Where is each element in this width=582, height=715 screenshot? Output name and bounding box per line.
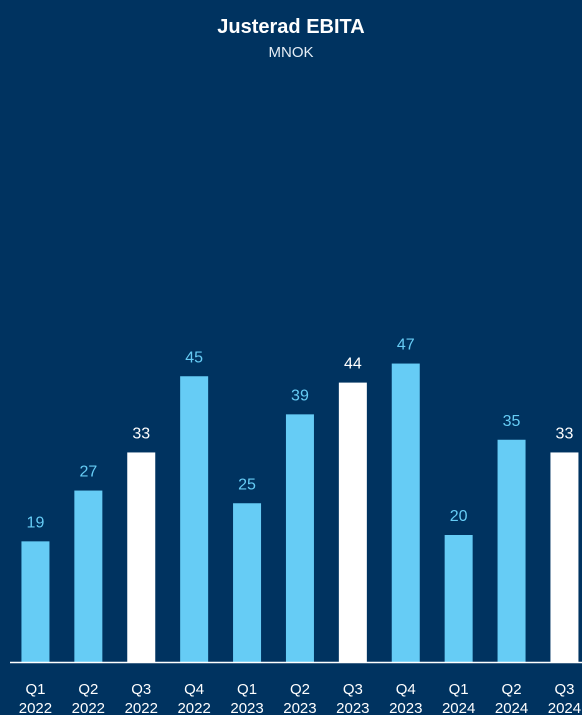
bar-10 <box>550 452 579 662</box>
bar-2 <box>127 452 156 662</box>
data-label-8: 20 <box>450 508 468 525</box>
bar-5 <box>285 414 314 662</box>
x-tick-label-year-10: 2024 <box>548 700 581 715</box>
bar-9 <box>497 439 526 662</box>
x-tick-label-quarter-6: Q3 <box>343 681 363 698</box>
x-tick-label-quarter-3: Q4 <box>184 681 204 698</box>
data-label-6: 44 <box>344 356 362 373</box>
x-tick-label-quarter-4: Q1 <box>237 681 257 698</box>
x-tick-label-year-0: 2022 <box>19 700 52 715</box>
chart-subtitle: MNOK <box>268 44 314 61</box>
chart-title: Justerad EBITA <box>217 16 365 38</box>
bar-1 <box>74 490 103 662</box>
x-tick-label-quarter-10: Q3 <box>554 681 574 698</box>
bar-3 <box>180 376 209 662</box>
x-tick-label-quarter-1: Q2 <box>78 681 98 698</box>
bar-4 <box>233 503 262 662</box>
data-label-0: 19 <box>27 514 45 531</box>
x-tick-label-year-6: 2023 <box>336 700 369 715</box>
x-tick-label-quarter-9: Q2 <box>502 681 522 698</box>
data-label-7: 47 <box>397 337 415 354</box>
x-tick-label-quarter-7: Q4 <box>396 681 416 698</box>
x-tick-label-quarter-2: Q3 <box>131 681 151 698</box>
x-tick-label-quarter-0: Q1 <box>25 681 45 698</box>
x-tick-label-year-4: 2023 <box>230 700 263 715</box>
data-label-9: 35 <box>503 413 521 430</box>
data-label-2: 33 <box>132 425 150 442</box>
data-label-1: 27 <box>79 464 97 481</box>
data-label-4: 25 <box>238 476 256 493</box>
bar-7 <box>391 363 420 662</box>
x-tick-label-year-1: 2022 <box>72 700 105 715</box>
x-tick-label-year-5: 2023 <box>283 700 316 715</box>
bar-0 <box>21 541 50 662</box>
data-label-3: 45 <box>185 349 203 366</box>
x-tick-label-year-2: 2022 <box>125 700 158 715</box>
bar-8 <box>444 535 473 662</box>
x-tick-label-year-7: 2023 <box>389 700 422 715</box>
x-tick-label-year-3: 2022 <box>177 700 210 715</box>
data-label-5: 39 <box>291 387 309 404</box>
x-tick-label-quarter-5: Q2 <box>290 681 310 698</box>
data-label-10: 33 <box>556 425 574 442</box>
x-tick-label-year-8: 2024 <box>442 700 475 715</box>
x-tick-label-quarter-8: Q1 <box>449 681 469 698</box>
bar-6 <box>338 382 367 662</box>
x-tick-label-year-9: 2024 <box>495 700 528 715</box>
